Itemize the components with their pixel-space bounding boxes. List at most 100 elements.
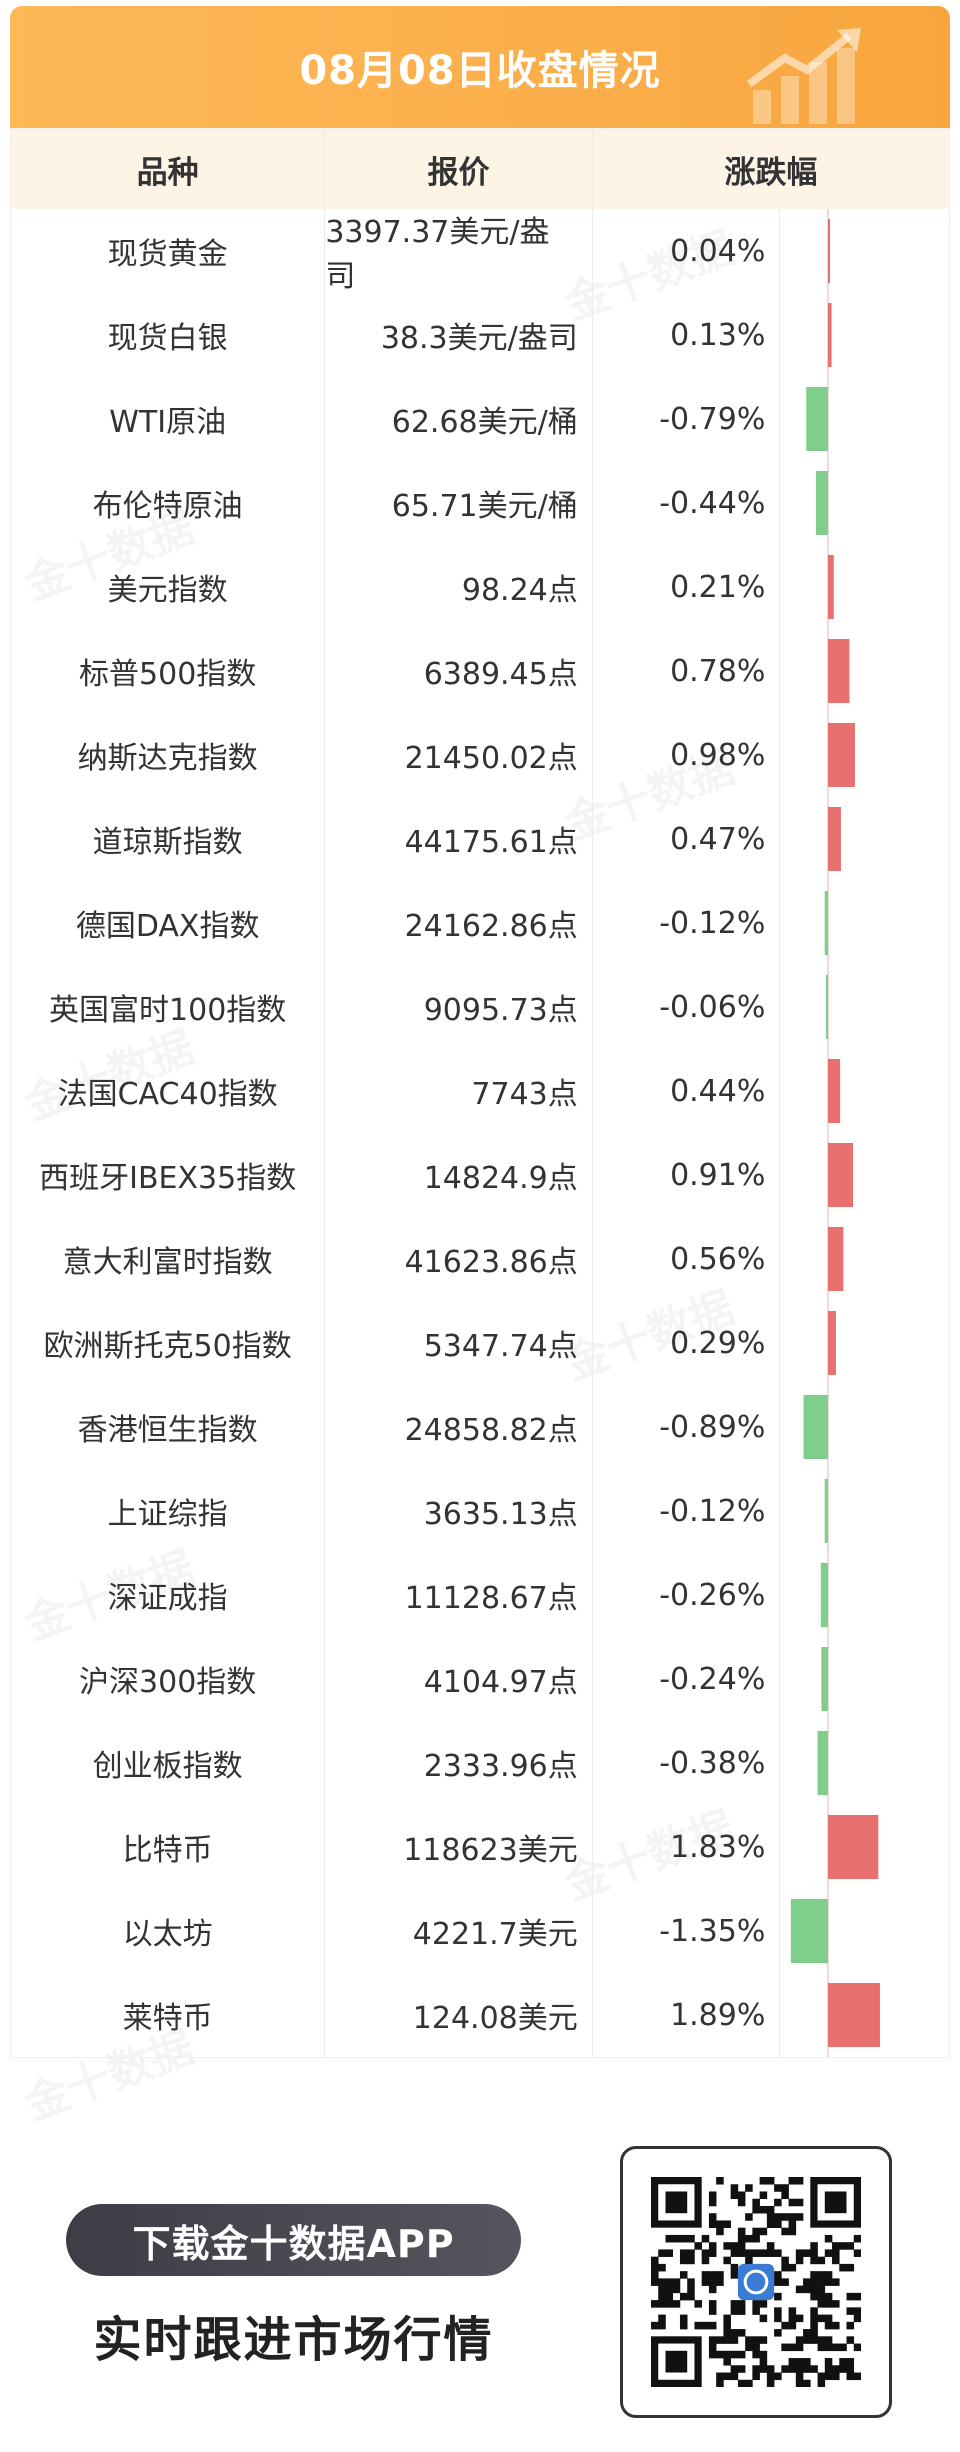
qr-module	[752, 2365, 760, 2373]
qr-module	[774, 2213, 782, 2221]
qr-module	[766, 2213, 775, 2221]
qr-module	[687, 2278, 695, 2286]
qr-module	[679, 2314, 688, 2323]
instrument-name: 深证成指	[11, 1553, 326, 1637]
qr-module	[853, 2234, 861, 2243]
instrument-change: -0.44%	[593, 461, 781, 545]
qr-module	[803, 2379, 811, 2387]
qr-module	[774, 2198, 782, 2207]
instrument-price: 24858.82点	[325, 1385, 593, 1469]
table-row: 欧洲斯托克50指数 5347.74点 0.29%	[11, 1301, 949, 1385]
qr-module	[730, 2329, 739, 2337]
instrument-price: 38.3美元/盎司	[325, 293, 593, 377]
qr-module	[817, 2278, 826, 2286]
table-row: 现货黄金 3397.37美元/盎司 0.04%	[11, 209, 949, 294]
qr-module	[817, 2256, 826, 2265]
change-bar-chart	[827, 629, 850, 713]
instrument-name: 标普500指数	[11, 629, 326, 713]
qr-module	[752, 2249, 760, 2257]
qr-module	[781, 2278, 789, 2286]
change-bar-chart	[827, 1973, 881, 2057]
qr-module	[774, 2249, 782, 2257]
instrument-change: 0.13%	[593, 293, 781, 377]
column-header-name: 品种	[11, 129, 326, 209]
instrument-name: 德国DAX指数	[11, 881, 326, 965]
qr-module	[737, 2198, 746, 2207]
instrument-change: 0.56%	[593, 1217, 781, 1301]
change-bar-down	[821, 1563, 829, 1627]
qr-module	[846, 2242, 855, 2250]
qr-module	[708, 2220, 717, 2228]
qr-module	[774, 2278, 782, 2286]
qr-module	[795, 2198, 804, 2207]
qr-module	[766, 2249, 775, 2257]
qr-module	[781, 2365, 789, 2373]
change-bar-up	[828, 723, 856, 787]
change-bar-cell	[780, 1805, 949, 1889]
instrument-name: 道琼斯指数	[11, 797, 326, 881]
instrument-name: 比特币	[11, 1805, 326, 1889]
column-header-price: 报价	[325, 129, 593, 209]
instrument-price: 4104.97点	[325, 1637, 593, 1721]
qr-module	[716, 2220, 724, 2228]
table-row: 创业板指数 2333.96点 -0.38%	[11, 1721, 949, 1805]
qr-module	[759, 2358, 768, 2366]
change-bar-chart	[826, 965, 829, 1049]
instrument-price: 62.68美元/桶	[325, 377, 593, 461]
change-bar-down	[817, 1731, 829, 1795]
change-bar-up	[828, 1059, 841, 1123]
qr-module	[810, 2278, 818, 2286]
qr-module	[716, 2271, 724, 2279]
instrument-price: 6389.45点	[325, 629, 593, 713]
qr-finder	[824, 2191, 847, 2214]
qr-module	[708, 2300, 717, 2308]
change-bar-cell	[780, 1301, 949, 1385]
instrument-change: 0.04%	[593, 209, 781, 293]
qr-module	[701, 2278, 710, 2286]
qr-module	[723, 2220, 731, 2228]
qr-module	[723, 2321, 731, 2330]
table-body: 现货黄金 3397.37美元/盎司 0.04% 现货白银 38.3美元/盎司 0.13% W…	[11, 209, 949, 2057]
qr-module	[737, 2379, 746, 2387]
qr-module	[803, 2365, 811, 2373]
change-bar-chart	[825, 881, 829, 965]
change-bar-up	[828, 555, 835, 619]
qr-module	[730, 2191, 739, 2200]
qr-module	[839, 2365, 847, 2373]
qr-module	[708, 2213, 717, 2221]
instrument-change: -0.89%	[593, 1385, 781, 1469]
qr-module	[832, 2256, 840, 2265]
qr-module	[694, 2321, 702, 2330]
table-row: 英国富时100指数 9095.73点 -0.06%	[11, 965, 949, 1049]
qr-module	[817, 2372, 826, 2381]
qr-logo	[737, 2263, 775, 2301]
qr-module	[810, 2285, 818, 2294]
qr-module	[752, 2350, 760, 2359]
qr-module	[853, 2292, 861, 2301]
qr-module	[708, 2307, 717, 2315]
instrument-change: 0.44%	[593, 1049, 781, 1133]
qr-module	[817, 2300, 826, 2308]
qr-module	[658, 2263, 666, 2272]
change-bar-up	[828, 1311, 837, 1375]
qr-module	[810, 2271, 818, 2279]
qr-module	[795, 2358, 804, 2366]
qr-module	[788, 2307, 797, 2315]
instrument-name: 法国CAC40指数	[11, 1049, 326, 1133]
qr-module	[730, 2263, 739, 2272]
qr-module	[730, 2271, 739, 2279]
qr-module	[708, 2285, 717, 2294]
qr-module	[745, 2184, 753, 2192]
download-app-button[interactable]: 下载金十数据APP	[66, 2204, 521, 2276]
qr-module	[824, 2249, 833, 2257]
qr-module	[824, 2234, 833, 2243]
table-row: 以太坊 4221.7美元 -1.35%	[11, 1889, 949, 1973]
qr-module	[781, 2213, 789, 2221]
qr-module	[803, 2249, 811, 2257]
qr-module	[788, 2177, 797, 2185]
qr-module	[723, 2358, 731, 2366]
qr-module	[752, 2343, 760, 2352]
change-bar-chart	[827, 209, 831, 293]
instrument-name: 上证综指	[11, 1469, 326, 1553]
qr-module	[665, 2300, 674, 2308]
